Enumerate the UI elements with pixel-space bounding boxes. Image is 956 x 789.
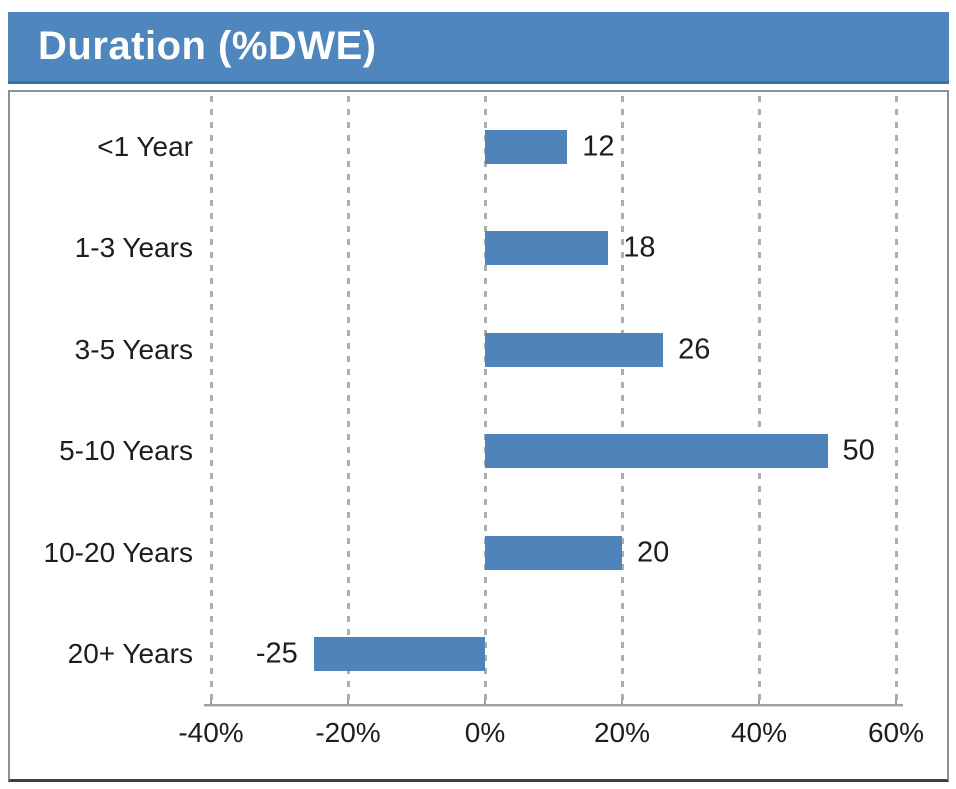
axis-tick [621,699,623,705]
x-axis-tick-label: 60% [867,717,925,748]
axis-tick [895,699,897,705]
bar [485,332,664,367]
bar-value-label: 50 [842,434,875,467]
bar-value-label: -25 [255,637,298,670]
bar-value-label: 20 [637,536,670,569]
category-label: 1-3 Years [74,232,193,264]
x-axis-tick-label: -40% [178,717,244,748]
axis-tick [758,699,760,705]
category-label: 5-10 Years [59,435,193,467]
x-axis-tick-label: 0% [464,717,506,748]
plot-area: 12 18 26 50 20 -25 [204,96,903,707]
bar-value-label: 12 [582,130,615,163]
chart-header: Duration (%DWE) [8,12,949,84]
gridline [758,96,761,705]
x-axis-line [204,699,903,707]
bar [485,231,609,266]
gridline [210,96,213,705]
bar [485,535,622,570]
category-label: 3-5 Years [74,333,193,365]
category-label: <1 Year [97,130,193,162]
category-label: 20+ Years [67,638,193,670]
axis-tick [210,699,212,705]
gridline [621,96,624,705]
gridline [895,96,898,705]
gridline [484,96,487,705]
axis-tick [347,699,349,705]
category-labels: <1 Year 1-3 Years 3-5 Years 5-10 Years 10-20… [10,96,193,705]
x-axis-tick-label: 20% [593,717,651,748]
bar [313,637,485,672]
gridline [347,96,350,705]
axis-tick [484,699,486,705]
bar-value-label: 26 [678,333,711,366]
bar [485,434,828,469]
chart-panel: <1 Year 1-3 Years 3-5 Years 5-10 Years 10-20… [8,90,949,782]
x-axis-tick-label: -20% [315,717,381,748]
category-label: 10-20 Years [43,536,193,568]
bar-value-label: 18 [623,231,656,264]
x-axis-tick-label: 40% [730,717,788,748]
chart-title: Duration (%DWE) [38,24,377,68]
bar [485,129,568,164]
